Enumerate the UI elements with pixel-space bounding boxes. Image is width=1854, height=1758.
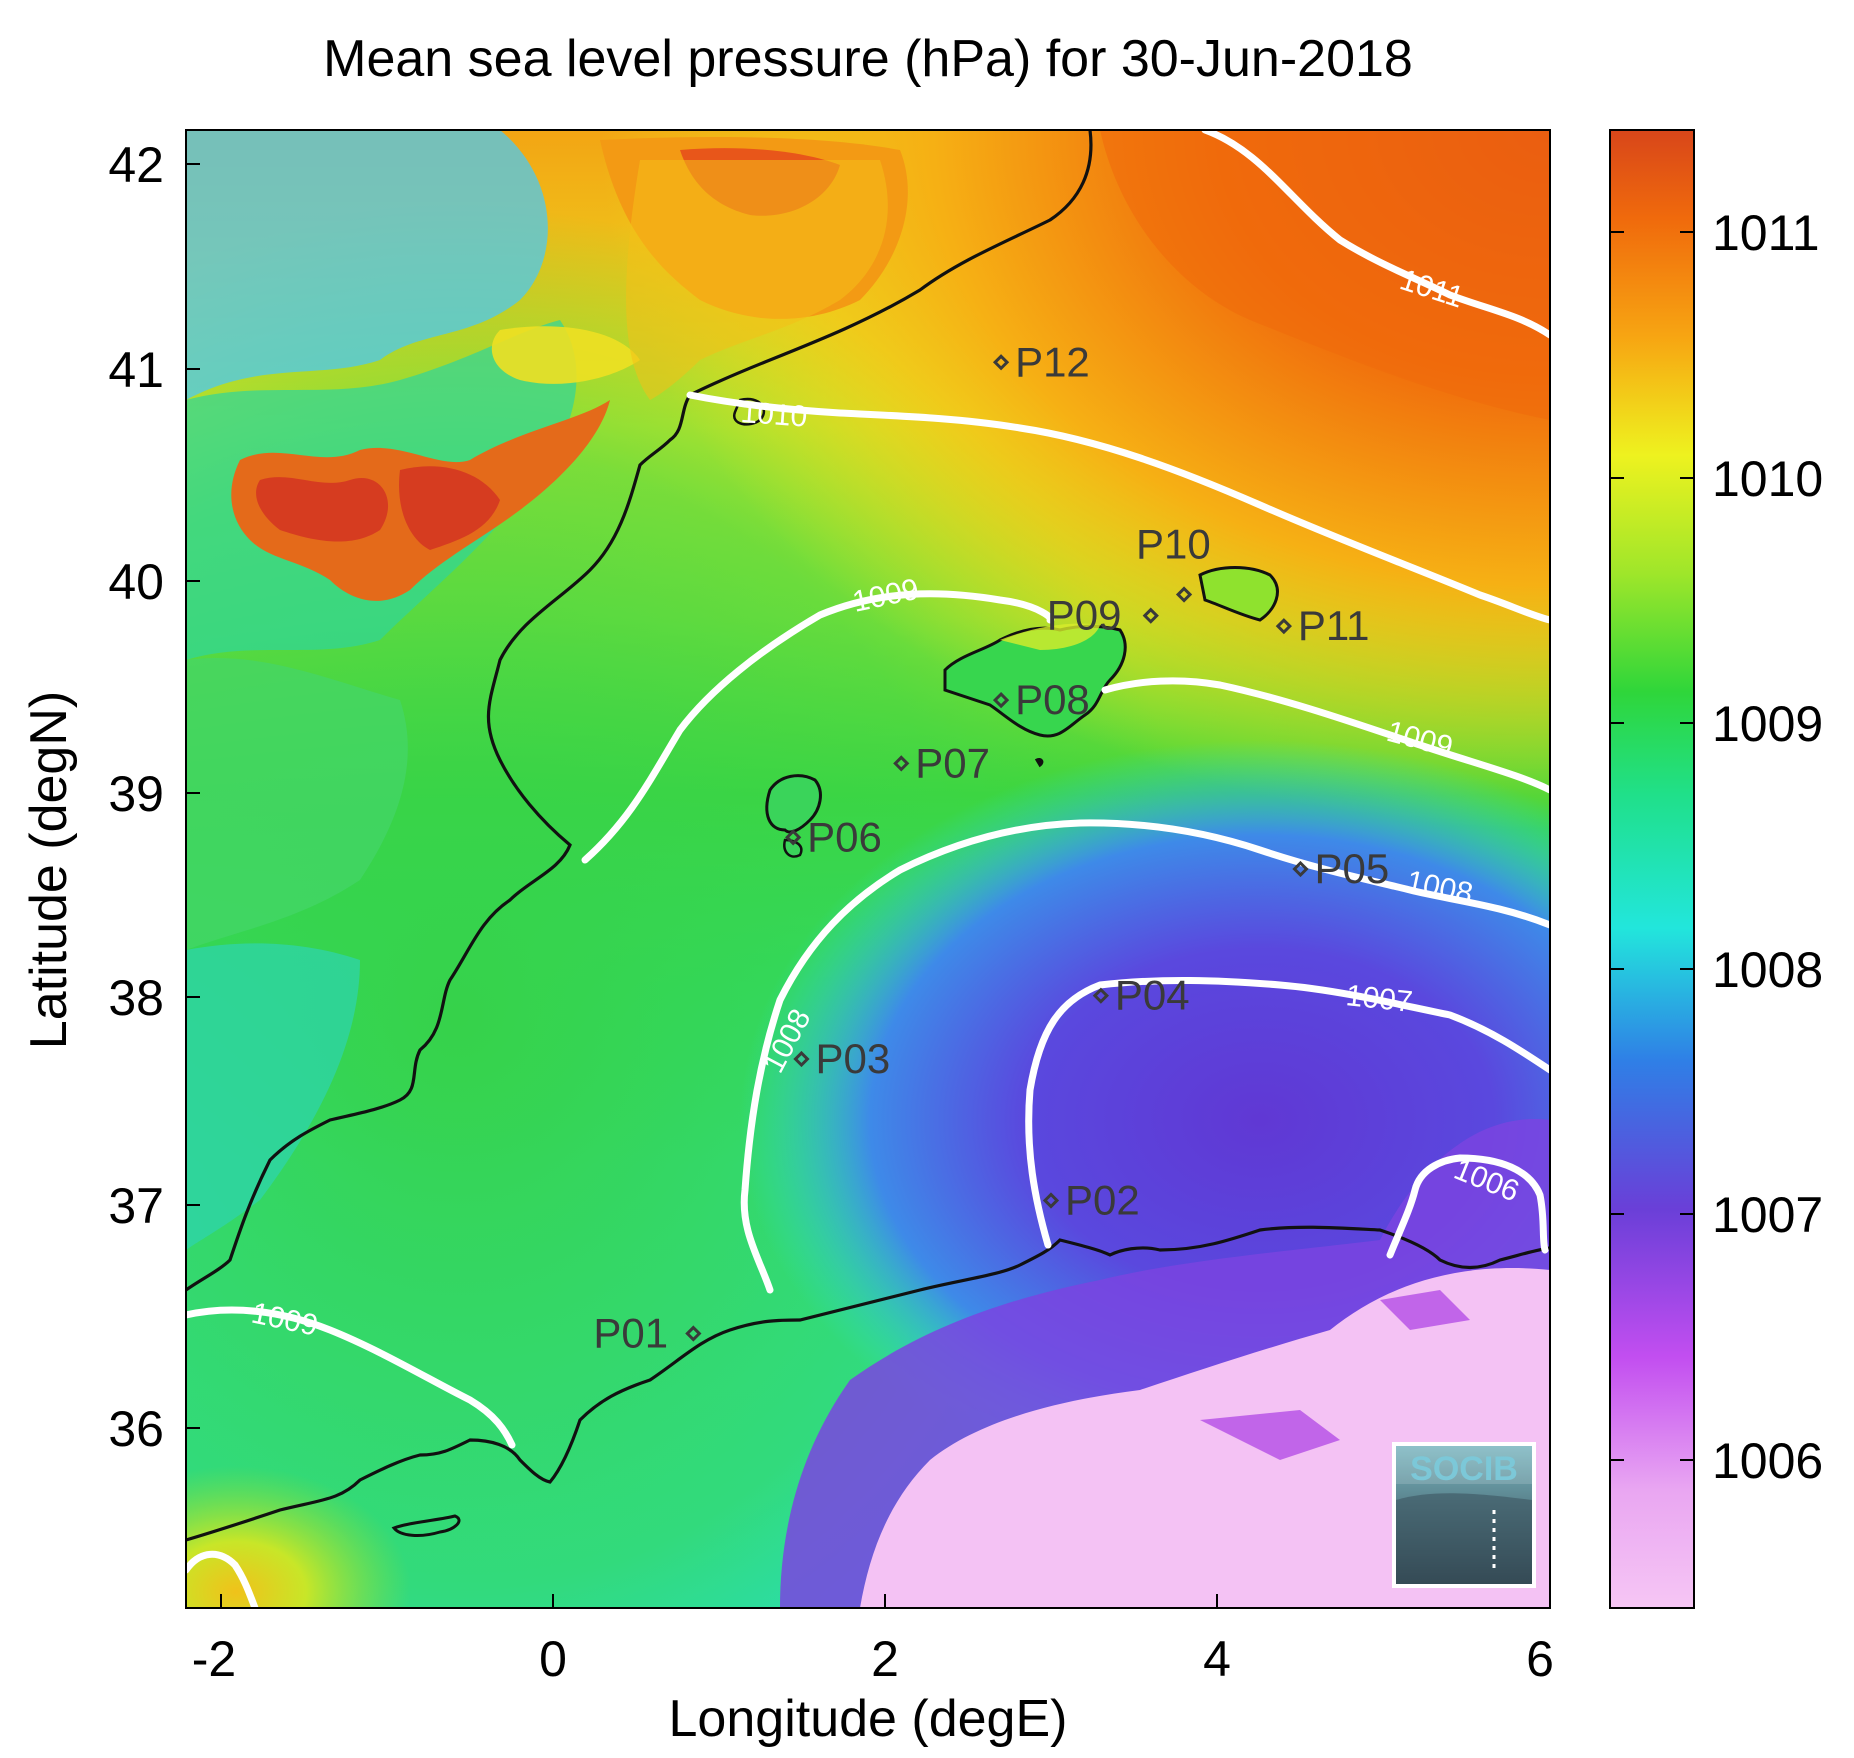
colorbar-tick-label: 1008 xyxy=(1712,942,1823,998)
colorbar-tick-label: 1006 xyxy=(1712,1433,1823,1489)
station-marker xyxy=(992,691,1010,709)
chart-title: Mean sea level pressure (hPa) for 30-Jun… xyxy=(323,30,1413,88)
station-label: P08 xyxy=(1015,676,1090,723)
y-tick-label: 39 xyxy=(108,766,164,822)
station-label: P05 xyxy=(1314,845,1389,892)
station-marker xyxy=(793,1050,810,1068)
station-marker xyxy=(1175,586,1193,603)
pressure-field: 1011 1010 1009 1009 1009 1008 1008 1007 … xyxy=(186,130,1550,1608)
y-tick-label: 37 xyxy=(108,1178,164,1234)
station-label: P03 xyxy=(815,1035,890,1082)
station-label: P09 xyxy=(1047,592,1122,639)
isobar-1006 xyxy=(1386,1154,1549,1259)
station-label: P12 xyxy=(1015,338,1090,385)
station-label: P11 xyxy=(1298,602,1370,649)
colorbar-tick-label: 1011 xyxy=(1712,205,1820,261)
station-marker xyxy=(1042,1192,1060,1209)
y-tick-label: 38 xyxy=(108,970,164,1026)
station-marker xyxy=(1275,618,1292,635)
isobar-1008 xyxy=(740,819,1550,1294)
isobars xyxy=(186,130,1550,1608)
coastline-iberia xyxy=(186,130,1093,1292)
africa-land xyxy=(860,1268,1550,1608)
isobar-1009-corner xyxy=(186,1550,259,1608)
y-tick-label: 40 xyxy=(108,554,164,610)
x-tick-label: -2 xyxy=(192,1631,236,1687)
colorbar-bar xyxy=(1609,129,1695,1609)
x-axis-label: Longitude (degE) xyxy=(669,1690,1068,1748)
island-ibiza xyxy=(765,774,822,834)
socib-logo: SOCIB xyxy=(1392,1442,1536,1588)
island-menorca xyxy=(1198,566,1279,622)
y-tick-label: 36 xyxy=(108,1401,164,1457)
isobar-1007 xyxy=(1025,976,1550,1249)
coastline-africa xyxy=(186,1225,1550,1542)
x-tick-label: 6 xyxy=(1526,1631,1554,1687)
x-tick-label: 4 xyxy=(1203,1631,1231,1687)
isobar-1009-west xyxy=(581,590,1055,864)
station-marker xyxy=(785,829,802,846)
iberia-highlands xyxy=(186,130,548,400)
island-mallorca xyxy=(943,624,1127,738)
y-tick-label: 42 xyxy=(108,137,164,193)
isobar-label: 1007 xyxy=(1344,979,1414,1019)
isobar-1009-east xyxy=(1101,677,1550,794)
station-marker xyxy=(1142,607,1159,624)
isobar-1011 xyxy=(1201,130,1550,339)
x-axis: -2 0 2 4 6 xyxy=(192,1594,1554,1687)
stations: P01 P02 P03 P04 P05 P06 P07 P08 P09 P10 P11 P12 xyxy=(593,338,1389,1356)
high-pressure-core xyxy=(1100,130,1550,420)
colorbar: 1011 1010 1009 1008 1007 1006 xyxy=(1609,129,1823,1609)
isobar-label: 1010 xyxy=(740,396,809,434)
station-marker xyxy=(992,354,1010,371)
station-label: P04 xyxy=(1115,972,1190,1019)
colorbar-tick-label: 1009 xyxy=(1712,696,1823,752)
colorbar-tick-label: 1010 xyxy=(1712,451,1823,507)
station-marker xyxy=(1092,987,1110,1004)
y-tick-label: 41 xyxy=(108,342,164,398)
x-tick-label: 0 xyxy=(539,1631,567,1687)
socib-logo-text: SOCIB xyxy=(1410,1450,1518,1488)
map-frame xyxy=(185,129,1551,1609)
colorbar-tick-label: 1007 xyxy=(1712,1187,1823,1243)
isobar-1010 xyxy=(686,391,1550,624)
x-tick-label: 2 xyxy=(871,1631,899,1687)
station-label: P01 xyxy=(593,1310,668,1357)
station-label: P02 xyxy=(1065,1176,1140,1223)
y-axis: 42 41 40 39 38 37 36 xyxy=(108,137,200,1457)
y-axis-label: Latitude (degN) xyxy=(20,691,78,1049)
station-label: P10 xyxy=(1136,521,1211,568)
station-marker xyxy=(893,755,910,772)
isobar-1009-south xyxy=(186,1306,516,1449)
station-label: P06 xyxy=(807,813,882,860)
station-marker xyxy=(685,1325,702,1342)
station-marker xyxy=(1292,860,1309,878)
station-label: P07 xyxy=(915,739,990,786)
